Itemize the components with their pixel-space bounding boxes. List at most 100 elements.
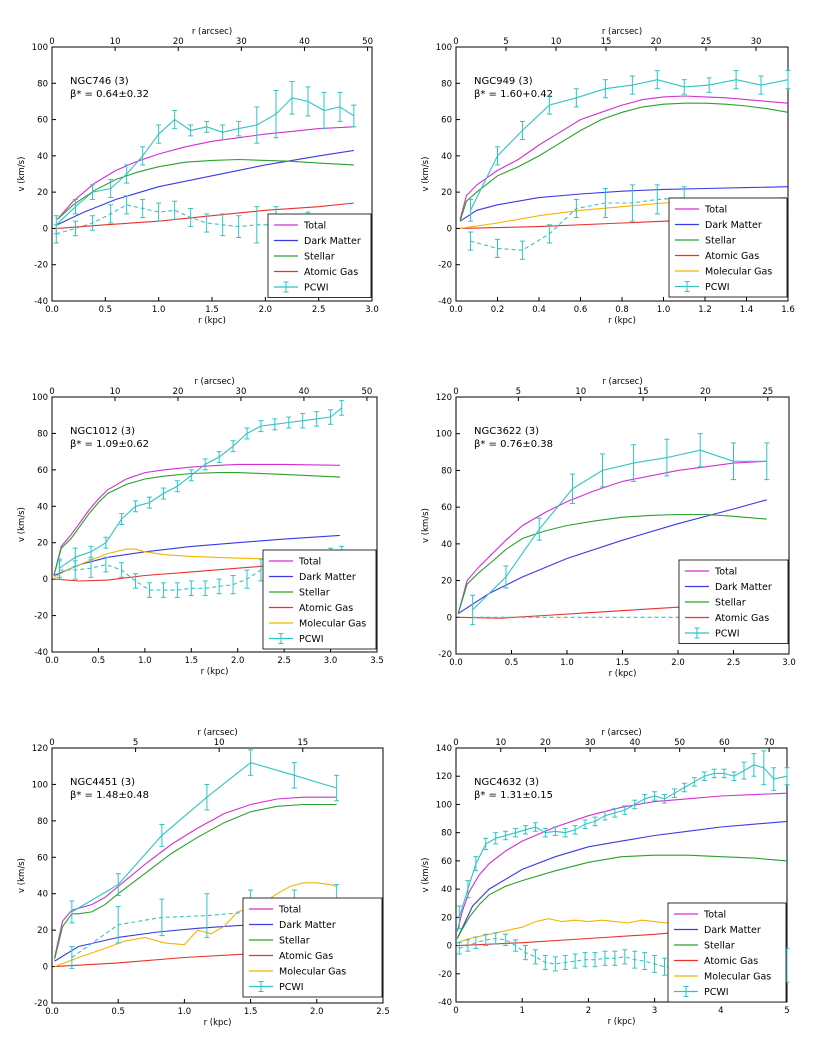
top-x-tick-label: 15	[297, 738, 308, 748]
y-tick-label: 80	[441, 466, 452, 476]
y-tick-label: 20	[37, 188, 48, 198]
y-tick-label: 60	[37, 466, 48, 476]
x-axis-label: r (kpc)	[204, 1018, 232, 1028]
top-x-tick-label: 60	[719, 738, 730, 748]
pcwi-dispersion-line	[59, 556, 342, 591]
legend: Total Dark Matter Stellar Atomic Gas Molecul…	[667, 902, 787, 1003]
legend-label: Dark Matter	[304, 236, 361, 247]
x-tick-label: 2.5	[312, 305, 326, 315]
beta-value: β* = 1.60+0.42	[474, 89, 553, 100]
curve-total	[457, 460, 767, 614]
top-x-tick-label: 15	[638, 387, 649, 397]
y-axis-label: v (km/s)	[17, 157, 27, 192]
legend-label: Total	[704, 205, 727, 216]
x-tick-label: 0.5	[92, 656, 106, 666]
galaxy-name: NGC1012 (3)	[70, 426, 135, 437]
legend-label: Stellar	[299, 588, 330, 599]
legend-label: PCWI	[304, 283, 329, 294]
y-tick-label: 80	[37, 79, 48, 89]
x-tick-label: 1.0	[657, 305, 671, 315]
top-x-tick-label: 0	[49, 387, 54, 397]
top-x-axis-label: r (arcsec)	[197, 728, 237, 738]
top-x-tick-label: 20	[651, 37, 662, 47]
x-tick-label: 3	[652, 1006, 657, 1016]
legend: Total Dark Matter Stellar Atomic Gas PCWI	[678, 559, 789, 644]
legend-label: Dark Matter	[279, 920, 336, 931]
y-tick-label: 100	[32, 393, 48, 403]
top-x-tick-label: 50	[362, 387, 373, 397]
legend-label: Total	[714, 567, 737, 578]
pcwi-measurement-line	[458, 764, 788, 918]
legend-label: Dark Matter	[705, 220, 762, 231]
top-x-tick-label: 25	[762, 387, 773, 397]
y-tick-label: -40	[438, 297, 452, 307]
curve-dark-matter	[457, 499, 767, 615]
legend-label: Total	[298, 557, 321, 568]
curve-total	[459, 95, 789, 220]
legend-label: Atomic Gas	[705, 251, 759, 262]
legend-label: Dark Matter	[715, 582, 772, 593]
y-axis-label: v (km/s)	[421, 157, 431, 192]
y-tick-label: 20	[37, 539, 48, 549]
y-tick-label: 0	[447, 613, 452, 623]
legend: Total Dark Matter Stellar Atomic Gas PCWI	[267, 213, 372, 298]
curve-molecular-gas	[54, 882, 337, 968]
legend-label: Dark Matter	[299, 572, 356, 583]
top-x-axis-label: r (arcsec)	[192, 27, 232, 37]
legend: Total Dark Matter Stellar Atomic Gas Molecul…	[242, 897, 383, 998]
y-tick-label: -40	[34, 297, 48, 307]
legend-label: PCWI	[705, 282, 730, 293]
legend-label: Atomic Gas	[304, 267, 358, 278]
legend-box	[262, 549, 377, 650]
top-x-tick-label: 10	[575, 387, 586, 397]
galaxy-name: NGC746 (3)	[70, 76, 129, 87]
x-axis-label: r (kpc)	[608, 1017, 636, 1027]
curve-stellar	[54, 803, 337, 960]
x-tick-label: 0	[453, 1006, 458, 1016]
top-x-axis-label: r (arcsec)	[194, 377, 234, 387]
x-tick-label: 0.4	[532, 305, 546, 315]
x-tick-label: 2.0	[671, 658, 685, 668]
curve-stellar	[457, 513, 767, 614]
legend-label: PCWI	[715, 629, 740, 640]
x-tick-label: 1.0	[138, 656, 152, 666]
curve-atomic-gas	[57, 202, 354, 229]
legend-label: Total	[303, 221, 326, 232]
x-tick-label: 0.0	[449, 658, 463, 668]
y-axis-label: v (km/s)	[421, 858, 431, 893]
pcwi-measurement-line	[472, 449, 767, 611]
top-x-tick-label: 0	[49, 37, 54, 47]
y-tick-label: 40	[37, 890, 48, 900]
y-tick-label: -40	[438, 998, 452, 1008]
y-tick-label: 20	[37, 926, 48, 936]
legend-label: Total	[278, 905, 301, 916]
top-x-tick-label: 50	[674, 738, 685, 748]
legend-label: Atomic Gas	[715, 613, 769, 624]
y-tick-label: 140	[436, 744, 452, 754]
curve-stellar	[53, 472, 340, 576]
curve-stellar	[456, 854, 788, 939]
x-tick-label: 2.5	[277, 656, 291, 666]
chart-panel-1: 0.0 0.5 1.0 1.5 2.0 2.5 3.0-40-200204060801000…	[17, 27, 379, 326]
x-tick-label: 0.0	[45, 656, 59, 666]
top-x-tick-label: 50	[362, 37, 373, 47]
top-x-tick-label: 10	[214, 738, 225, 748]
top-x-axis-label: r (arcsec)	[602, 377, 642, 387]
y-tick-label: 20	[441, 577, 452, 587]
top-x-tick-label: 10	[110, 387, 121, 397]
top-x-tick-label: 40	[630, 738, 641, 748]
legend-label: Dark Matter	[704, 925, 761, 936]
y-tick-label: 60	[441, 503, 452, 513]
top-x-tick-label: 15	[601, 37, 612, 47]
x-tick-label: 4	[718, 1006, 723, 1016]
top-x-tick-label: 5	[503, 37, 508, 47]
legend: Total Dark Matter Stellar Atomic Gas Molecul…	[668, 197, 788, 298]
x-tick-label: 2.0	[259, 305, 273, 315]
top-x-tick-label: 5	[133, 738, 138, 748]
y-tick-label: 40	[441, 540, 452, 550]
curve-total	[56, 126, 354, 220]
beta-value: β* = 1.48±0.48	[70, 790, 149, 801]
top-x-tick-label: 30	[236, 37, 247, 47]
legend-label: Stellar	[704, 941, 735, 952]
